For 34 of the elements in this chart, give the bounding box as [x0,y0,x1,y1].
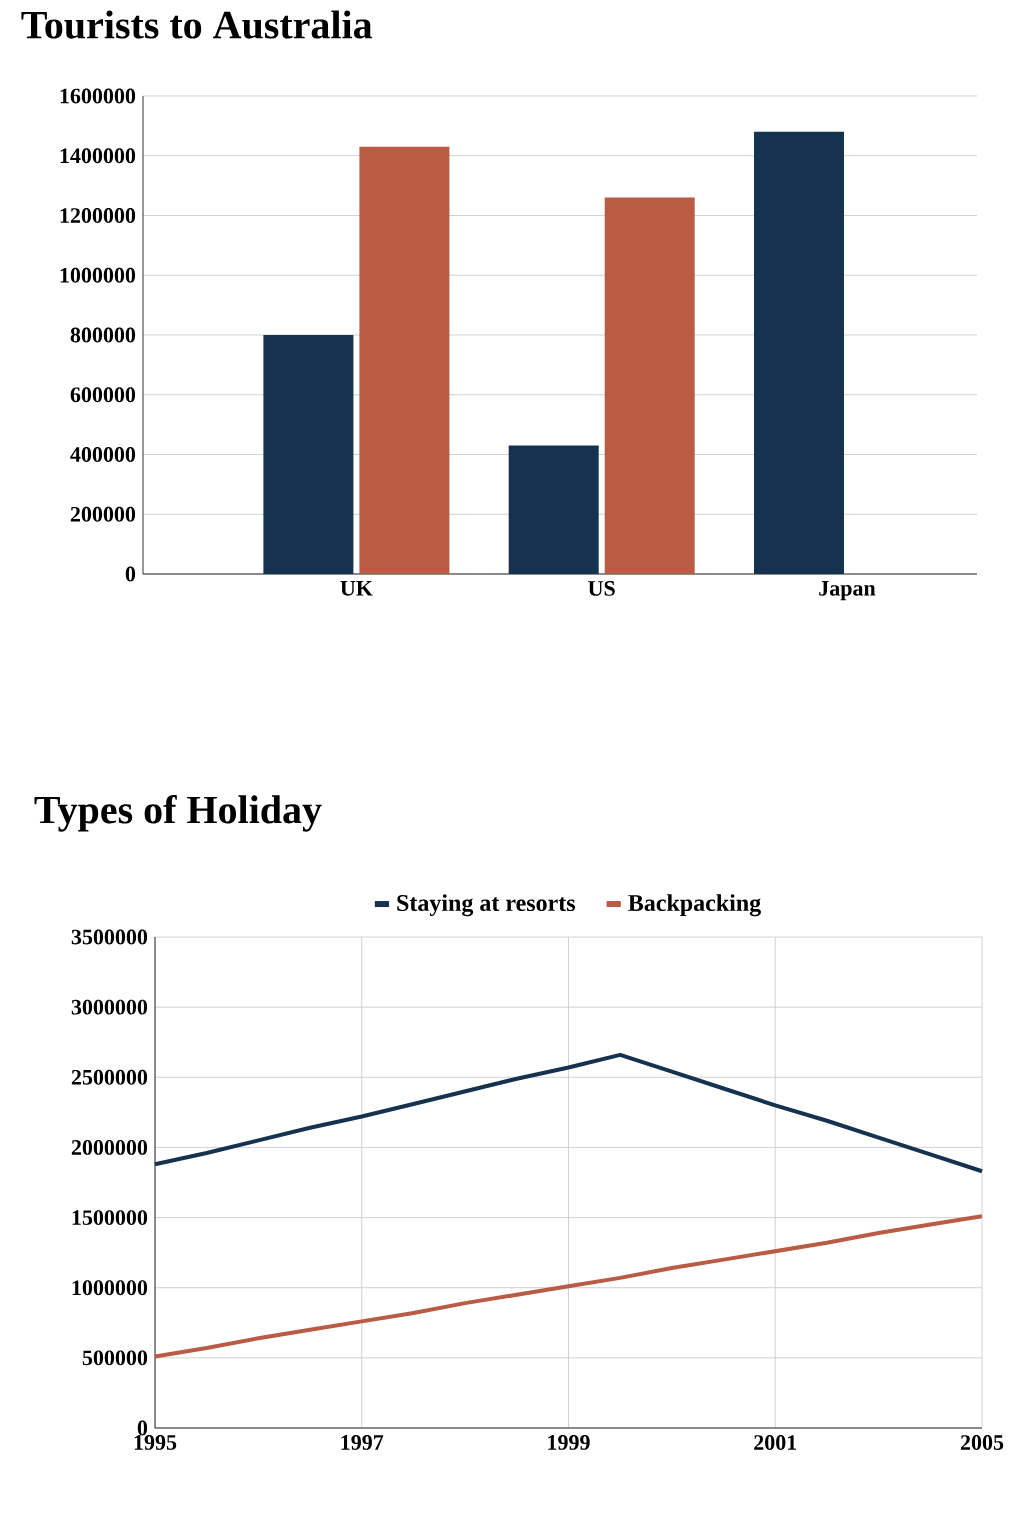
chart-title: Types of Holiday [34,794,322,832]
y-tick-label: 1200000 [60,208,136,223]
y-tick-label: 1400000 [60,148,136,164]
x-tick-label: US [588,581,615,596]
bar [359,146,450,574]
bar [753,131,844,574]
x-tick-label: 2005 [960,1435,1004,1450]
bar [263,334,354,574]
x-tick-label: UK [340,581,373,596]
x-tick-label: 1997 [341,1435,384,1450]
x-tick-label: 1995 [134,1435,177,1450]
bar [604,197,695,574]
legend-label: Backpacking [628,894,761,917]
x-tick-label: Japan [819,581,876,601]
y-tick-label: 3500000 [71,929,148,945]
legend-label: Staying at resorts [397,894,575,917]
y-tick-label: 1600000 [60,88,136,104]
y-tick-label: 0 [125,566,136,582]
y-tick-label: 2000000 [71,1140,148,1155]
y-tick-label: 0 [137,1420,148,1436]
y-tick-label: 400000 [70,447,136,462]
y-tick-label: 3000000 [71,999,148,1015]
y-tick-label: 500000 [82,1350,148,1366]
y-tick-label: 800000 [70,327,136,343]
bar [508,445,599,574]
x-tick-label: 2001 [754,1435,797,1450]
y-tick-label: 2500000 [71,1069,148,1085]
chart-title: Tourists to Australia [21,10,373,39]
y-tick-label: 200000 [70,506,136,522]
y-tick-label: 600000 [70,387,136,403]
y-tick-label: 1500000 [72,1210,148,1225]
y-tick-label: 1000000 [60,267,136,283]
x-tick-label: 1999 [548,1435,590,1450]
y-tick-label: 1000000 [72,1280,148,1296]
